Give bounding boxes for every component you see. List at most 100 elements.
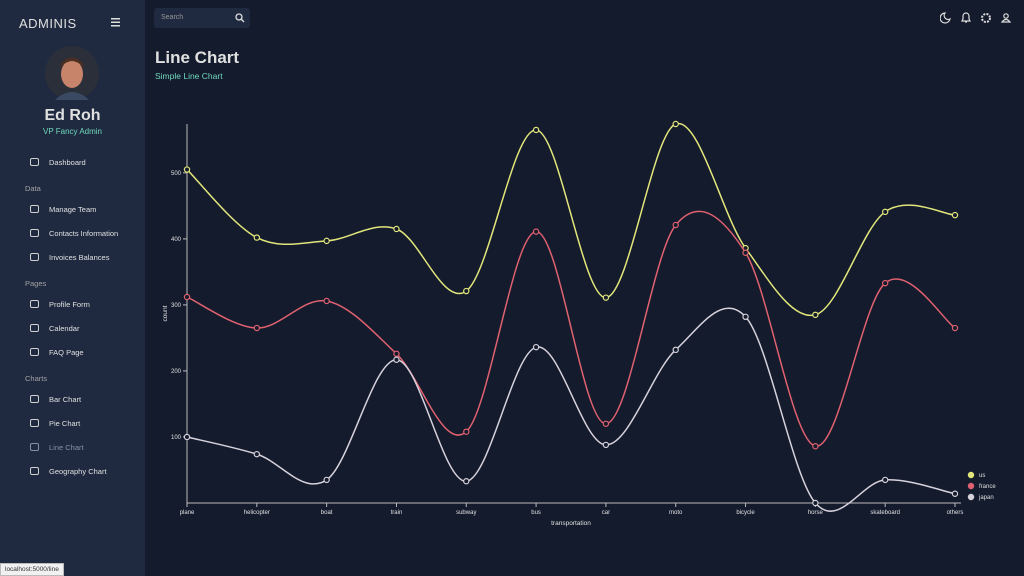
y-tick-label: 100: [171, 435, 182, 441]
data-point: [253, 324, 261, 332]
nav-item[interactable]: Pie Chart: [49, 419, 81, 428]
legend-swatch: [967, 493, 975, 501]
data-point: [253, 450, 261, 458]
data-point: [602, 294, 610, 301]
user-name: Ed Roh: [44, 107, 101, 124]
nav-icon: [30, 443, 39, 451]
sidebar: ADMINIS Ed Roh VP Fancy Admin Dashboard D…: [0, 0, 145, 576]
x-axis-label: transportation: [551, 520, 591, 527]
data-point: [253, 234, 261, 241]
y-axis-label: count: [162, 305, 169, 321]
settings[interactable]: [981, 13, 991, 23]
nav-item[interactable]: FAQ Page: [49, 348, 84, 357]
legend-swatch: [967, 471, 975, 479]
data-point: [323, 297, 330, 305]
nav-heading: Data: [25, 184, 41, 193]
search-box[interactable]: Search: [154, 8, 250, 28]
data-point: [463, 428, 470, 435]
series-line: [186, 123, 956, 317]
x-tick-label: bicycle: [736, 510, 755, 516]
topbar-icons: [940, 12, 1012, 24]
data-point: [951, 490, 959, 497]
nav-icon: [30, 419, 39, 427]
nav-item[interactable]: Dashboard: [49, 158, 86, 167]
y-tick-label: 200: [171, 369, 182, 375]
x-tick-label: moto: [669, 510, 683, 516]
data-point: [812, 311, 819, 319]
profile[interactable]: [1000, 13, 1012, 23]
x-tick-label: car: [602, 510, 610, 516]
data-point: [672, 346, 679, 354]
brand: ADMINIS: [19, 16, 77, 31]
y-tick-label: 500: [171, 171, 182, 177]
data-point: [881, 279, 889, 287]
data-point: [742, 249, 749, 256]
data-point: [812, 499, 819, 507]
data-point: [742, 313, 749, 321]
data-point: [881, 476, 889, 484]
x-tick-label: train: [391, 510, 403, 516]
nav-icon: [30, 205, 39, 213]
data-point: [812, 443, 819, 450]
search-icon[interactable]: [235, 13, 245, 23]
nav-item[interactable]: Invoices Balances: [49, 253, 110, 262]
nav-icon: [30, 467, 39, 475]
nav-item[interactable]: Profile Form: [49, 300, 90, 309]
nav-icon: [30, 229, 39, 237]
legend-swatch: [967, 482, 975, 490]
data-point: [393, 356, 400, 363]
nav-icon: [30, 158, 39, 166]
nav-item[interactable]: Line Chart: [49, 443, 84, 452]
data-point: [532, 343, 540, 351]
data-point: [602, 420, 610, 427]
series-line: [186, 307, 956, 512]
x-tick-label: helicopter: [244, 510, 270, 516]
data-point: [951, 211, 959, 219]
y-tick-label: 400: [171, 237, 182, 243]
data-point: [672, 120, 679, 128]
data-point: [183, 166, 191, 173]
nav-heading: Pages: [25, 279, 47, 288]
line-chart: 100 200 300 400 500 plane helicopter boat train s…: [162, 120, 996, 527]
data-point: [602, 441, 610, 449]
data-point: [183, 433, 191, 441]
data-point: [183, 293, 191, 301]
user-role: VP Fancy Admin: [43, 127, 102, 136]
status-bar: localhost:5000/line: [0, 563, 64, 576]
nav-item[interactable]: Geography Chart: [49, 467, 107, 476]
menu-toggle[interactable]: [111, 18, 121, 27]
data-point: [532, 228, 540, 235]
x-tick-label: boat: [321, 510, 333, 516]
theme-toggle[interactable]: [940, 12, 951, 24]
avatar: [45, 46, 99, 100]
nav-icon: [30, 348, 39, 356]
data-point: [672, 221, 679, 229]
data-point: [951, 324, 959, 332]
legend-label: france: [979, 484, 996, 490]
nav-item[interactable]: Contacts Information: [49, 229, 119, 238]
data-point: [463, 287, 470, 295]
nav-item[interactable]: Bar Chart: [49, 395, 82, 404]
x-tick-label: others: [947, 510, 964, 516]
nav-icon: [30, 253, 39, 261]
nav-item[interactable]: Calendar: [49, 324, 80, 333]
legend-label: us: [979, 473, 985, 479]
nav-heading: Charts: [25, 374, 48, 383]
nav-item[interactable]: Manage Team: [49, 205, 97, 214]
nav-icon: [30, 324, 39, 332]
data-point: [323, 476, 330, 484]
x-tick-label: skateboard: [870, 510, 900, 516]
legend-label: japan: [978, 495, 994, 501]
x-tick-label: bus: [531, 510, 541, 516]
data-point: [393, 225, 400, 233]
y-tick-label: 300: [171, 303, 182, 309]
search-placeholder: Search: [161, 14, 184, 21]
data-point: [393, 350, 400, 357]
page-subtitle: Simple Line Chart: [155, 71, 223, 81]
series-line: [186, 210, 956, 447]
data-point: [881, 208, 889, 216]
data-point: [323, 237, 330, 245]
notifications[interactable]: [961, 12, 971, 23]
x-tick-label: subway: [456, 510, 476, 516]
